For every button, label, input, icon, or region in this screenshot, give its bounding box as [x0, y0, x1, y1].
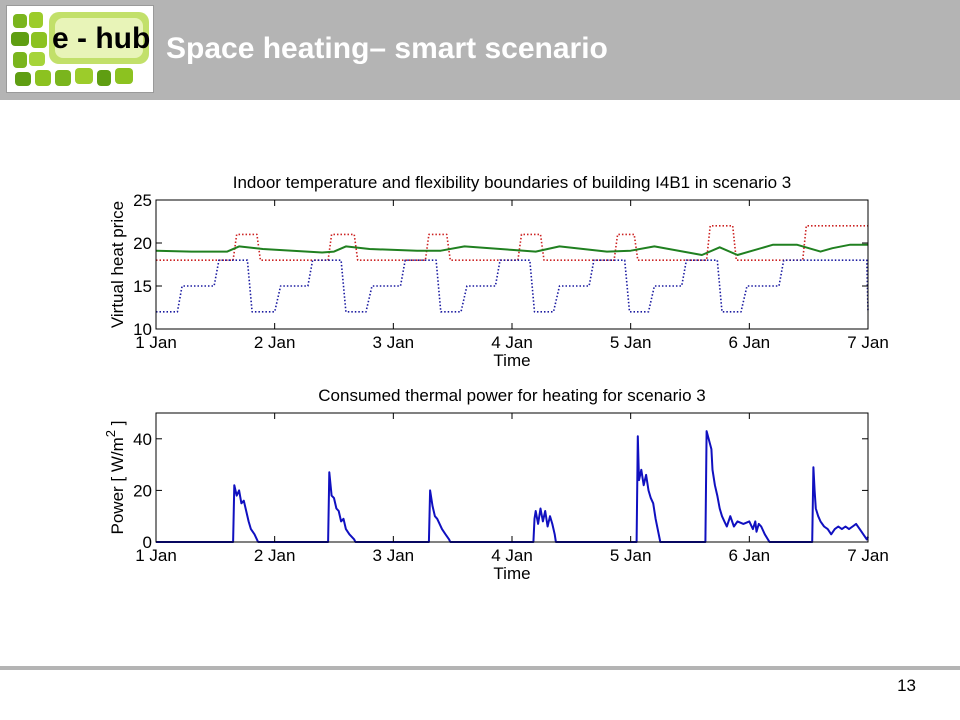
x-tick-label: 5 Jan — [610, 546, 652, 565]
page-number: 13 — [897, 676, 916, 695]
y-tick-label: 10 — [133, 320, 152, 339]
series-line-1 — [156, 225, 868, 262]
y-axis-label: Virtual heat price — [108, 201, 127, 328]
logo-text: e - hub — [52, 22, 151, 55]
chart-title: Consumed thermal power for heating for s… — [318, 386, 705, 405]
x-tick-label: 7 Jan — [847, 546, 889, 565]
chart-2: Consumed thermal power for heating for s… — [103, 386, 889, 583]
header-band — [0, 0, 960, 100]
series-line-3 — [155, 243, 868, 256]
plot-frame — [155, 412, 869, 543]
x-axis-label: Time — [493, 564, 530, 583]
x-tick-label: 1 Jan — [135, 546, 177, 565]
chart-1: Indoor temperature and flexibility bound… — [108, 173, 889, 370]
x-tick-label: 7 Jan — [847, 333, 889, 352]
e-hub-logo: e - hub — [6, 5, 154, 93]
x-tick-label: 3 Jan — [373, 333, 415, 352]
x-tick-label: 1 Jan — [135, 333, 177, 352]
chart-title: Indoor temperature and flexibility bound… — [233, 173, 792, 192]
x-tick-label: 3 Jan — [373, 546, 415, 565]
x-tick-label: 6 Jan — [729, 546, 771, 565]
x-tick-label: 2 Jan — [254, 546, 296, 565]
y-tick-label: 20 — [133, 481, 152, 500]
y-tick-label: 25 — [133, 191, 152, 210]
y-tick-label: 15 — [133, 277, 152, 296]
slide-title: Space heating– smart scenario — [166, 32, 608, 65]
x-tick-label: 5 Jan — [610, 333, 652, 352]
x-axis-label: Time — [493, 351, 530, 370]
y-tick-label: 0 — [143, 533, 152, 552]
x-tick-label: 2 Jan — [254, 333, 296, 352]
x-tick-label: 6 Jan — [729, 333, 771, 352]
y-tick-label: 20 — [133, 234, 152, 253]
y-axis-label: Power [ W/m2 ] — [103, 421, 127, 535]
plot-frame — [155, 199, 869, 330]
footer-divider — [0, 666, 960, 670]
x-tick-label: 4 Jan — [491, 333, 533, 352]
series-line-2 — [156, 259, 869, 313]
x-tick-label: 4 Jan — [491, 546, 533, 565]
y-tick-label: 40 — [133, 430, 152, 449]
series-line-1 — [156, 430, 869, 543]
charts-area: Indoor temperature and flexibility bound… — [103, 173, 889, 583]
